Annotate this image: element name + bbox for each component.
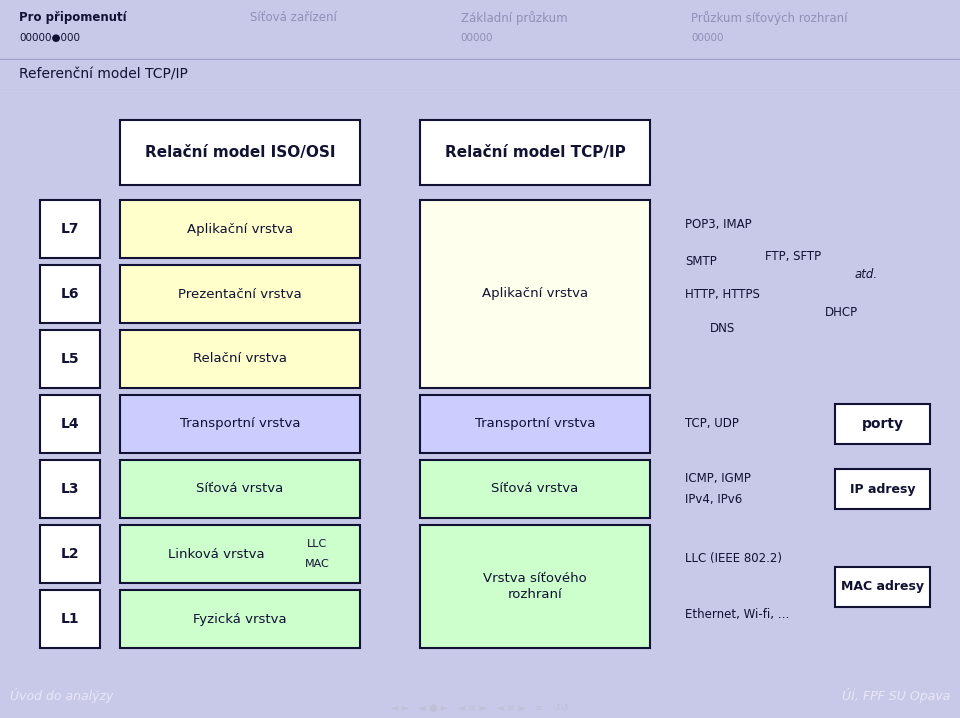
Text: HTTP, HTTPS: HTTP, HTTPS <box>685 288 760 301</box>
Text: L6: L6 <box>60 287 80 301</box>
Text: 00000: 00000 <box>461 33 493 43</box>
Text: Prezentační vrstva: Prezentační vrstva <box>179 287 301 301</box>
Bar <box>420 395 650 453</box>
Text: Vrstva síťového
rozhraní: Vrstva síťového rozhraní <box>483 572 587 600</box>
Bar <box>40 395 100 453</box>
Bar <box>120 460 360 518</box>
Bar <box>420 460 650 518</box>
Text: DNS: DNS <box>710 322 735 335</box>
Text: 00000: 00000 <box>691 33 724 43</box>
Text: Síťová vrstva: Síťová vrstva <box>492 482 579 495</box>
Text: Fyzická vrstva: Fyzická vrstva <box>193 612 287 625</box>
Text: Průzkum síťových rozhraní: Průzkum síťových rozhraní <box>691 11 848 24</box>
Bar <box>40 330 100 388</box>
Text: MAC: MAC <box>304 559 329 569</box>
Text: Základní průzkum: Základní průzkum <box>461 11 567 24</box>
Text: Ethernet, Wi-fi, …: Ethernet, Wi-fi, … <box>685 608 789 621</box>
Bar <box>120 395 360 453</box>
Text: Transportní vrstva: Transportní vrstva <box>180 417 300 431</box>
Text: IPv4, IPv6: IPv4, IPv6 <box>685 493 742 506</box>
Bar <box>120 590 360 648</box>
Bar <box>40 590 100 648</box>
Text: porty: porty <box>861 417 903 431</box>
Bar <box>40 200 100 258</box>
Text: L3: L3 <box>60 482 80 496</box>
Text: Aplikační vrstva: Aplikační vrstva <box>482 287 588 301</box>
Bar <box>120 525 360 583</box>
Bar <box>120 200 360 258</box>
Text: POP3, IMAP: POP3, IMAP <box>685 218 752 231</box>
Text: Aplikační vrstva: Aplikační vrstva <box>187 223 293 236</box>
Text: L2: L2 <box>60 547 80 561</box>
Text: LLC (IEEE 802.2): LLC (IEEE 802.2) <box>685 551 782 565</box>
Text: atd.: atd. <box>855 268 878 281</box>
Text: TCP, UDP: TCP, UDP <box>685 417 739 431</box>
Text: FTP, SFTP: FTP, SFTP <box>765 250 821 263</box>
Text: ICMP, IGMP: ICMP, IGMP <box>685 472 751 485</box>
Text: IP adresy: IP adresy <box>850 482 915 495</box>
Text: Relační model TCP/IP: Relační model TCP/IP <box>444 145 625 160</box>
Bar <box>835 567 930 607</box>
Bar <box>120 265 360 323</box>
Text: Transportní vrstva: Transportní vrstva <box>475 417 595 431</box>
Text: Relační model ISO/OSI: Relační model ISO/OSI <box>145 145 335 160</box>
Bar <box>120 120 360 185</box>
Text: Úvod do analýzy: Úvod do analýzy <box>10 688 113 703</box>
Bar <box>835 404 930 444</box>
Text: Referenční model TCP/IP: Referenční model TCP/IP <box>19 68 188 82</box>
Text: Relační vrstva: Relační vrstva <box>193 353 287 365</box>
Bar <box>40 525 100 583</box>
Text: 00000●000: 00000●000 <box>19 33 81 43</box>
Text: Linková vrstva: Linková vrstva <box>168 548 264 561</box>
Bar <box>40 460 100 518</box>
Bar <box>420 120 650 185</box>
Text: L5: L5 <box>60 352 80 366</box>
Text: DHCP: DHCP <box>825 306 858 319</box>
Bar <box>835 469 930 509</box>
Text: Síťová vrstva: Síťová vrstva <box>197 482 283 495</box>
Text: ÚÍ, FPF SU Opava: ÚÍ, FPF SU Opava <box>842 688 950 703</box>
Bar <box>120 330 360 388</box>
Text: L1: L1 <box>60 612 80 626</box>
Text: SMTP: SMTP <box>685 255 717 268</box>
Text: Pro připomenutí: Pro připomenutí <box>19 11 127 24</box>
Bar <box>420 200 650 388</box>
Bar <box>420 525 650 648</box>
Text: L7: L7 <box>60 222 80 236</box>
Text: MAC adresy: MAC adresy <box>841 580 924 593</box>
Text: L4: L4 <box>60 417 80 431</box>
Text: Síťová zařízení: Síťová zařízení <box>250 11 336 24</box>
Text: ◄ ►   ◄ ● ►   ◄ ≡ ►   ◄ ≡ ►   ≡   ↺↺: ◄ ► ◄ ● ► ◄ ≡ ► ◄ ≡ ► ≡ ↺↺ <box>391 704 569 714</box>
Bar <box>40 265 100 323</box>
Text: LLC: LLC <box>306 538 327 549</box>
